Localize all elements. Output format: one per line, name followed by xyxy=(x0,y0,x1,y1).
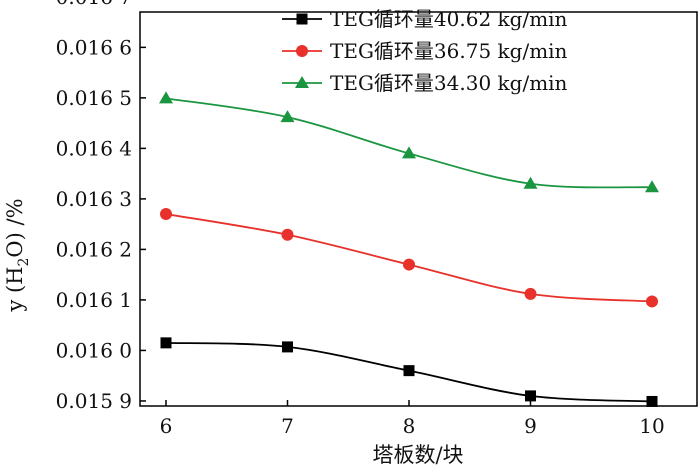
series-line xyxy=(165,213,653,303)
y-tick-label: 0.016 4 xyxy=(56,136,132,160)
x-tick-label: 10 xyxy=(639,414,664,438)
data-point xyxy=(403,258,415,271)
data-point xyxy=(645,180,659,193)
data-point xyxy=(525,390,536,402)
legend-item: TEG循环量34.30 kg/min xyxy=(282,71,568,95)
series-line xyxy=(165,97,653,189)
y-axis-title-subscript: 2 xyxy=(16,258,32,267)
data-point xyxy=(160,208,172,221)
plot-frame xyxy=(139,11,698,407)
data-point xyxy=(646,395,658,407)
legend-item: TEG循环量40.62 kg/min xyxy=(282,7,568,31)
x-tick-label: 7 xyxy=(281,414,294,438)
x-axis-ticks: 6 7 8 9 10 xyxy=(160,400,665,438)
axes xyxy=(139,11,698,407)
y-tick-label: 0.016 6 xyxy=(56,35,132,59)
data-point xyxy=(280,110,295,123)
series-3 xyxy=(159,91,659,193)
data-point xyxy=(403,365,415,377)
data-point xyxy=(282,341,293,353)
y-axis-ticks: 0.015 9 0.016 0 0.016 1 0.016 2 0.016 3 0.016… xyxy=(56,0,146,413)
x-tick-label: 9 xyxy=(524,414,537,438)
y-tick-label: 0.015 9 xyxy=(56,389,132,413)
y-axis-title-suffix: O) /% xyxy=(3,198,27,257)
data-point xyxy=(402,146,416,159)
x-axis-title: 塔板数/块 xyxy=(372,443,463,467)
legend: TEG循环量40.62 kg/min TEG循环量36.75 kg/min TEG循… xyxy=(282,7,568,95)
legend-item: TEG循环量36.75 kg/min xyxy=(282,39,568,63)
legend-marker xyxy=(295,76,309,88)
y-axis-title-main: y (H xyxy=(3,267,27,313)
series-1 xyxy=(160,337,658,407)
data-point xyxy=(646,295,658,308)
series-2 xyxy=(160,208,658,308)
x-tick-label: 6 xyxy=(160,414,173,438)
y-tick-label: 0.016 7 xyxy=(56,0,132,9)
data-point xyxy=(159,91,173,104)
y-tick-label: 0.016 3 xyxy=(56,187,132,211)
legend-label: TEG循环量36.75 kg/min xyxy=(330,39,568,63)
legend-label: TEG循环量40.62 kg/min xyxy=(330,7,568,31)
y-tick-label: 0.016 0 xyxy=(56,338,132,362)
y-axis-title: y (H2O) /% xyxy=(3,198,32,312)
y-tick-label: 0.016 2 xyxy=(56,237,132,261)
y-tick-label: 0.016 5 xyxy=(56,86,132,110)
data-point xyxy=(523,176,538,189)
x-tick-label: 8 xyxy=(403,414,416,438)
data-point xyxy=(524,287,537,300)
legend-label: TEG循环量34.30 kg/min xyxy=(330,71,568,95)
legend-marker xyxy=(296,45,308,57)
data-point xyxy=(160,337,172,349)
series-layer xyxy=(159,91,659,407)
legend-marker xyxy=(296,13,308,25)
data-point xyxy=(281,228,294,241)
y-tick-label: 0.016 1 xyxy=(56,288,132,312)
